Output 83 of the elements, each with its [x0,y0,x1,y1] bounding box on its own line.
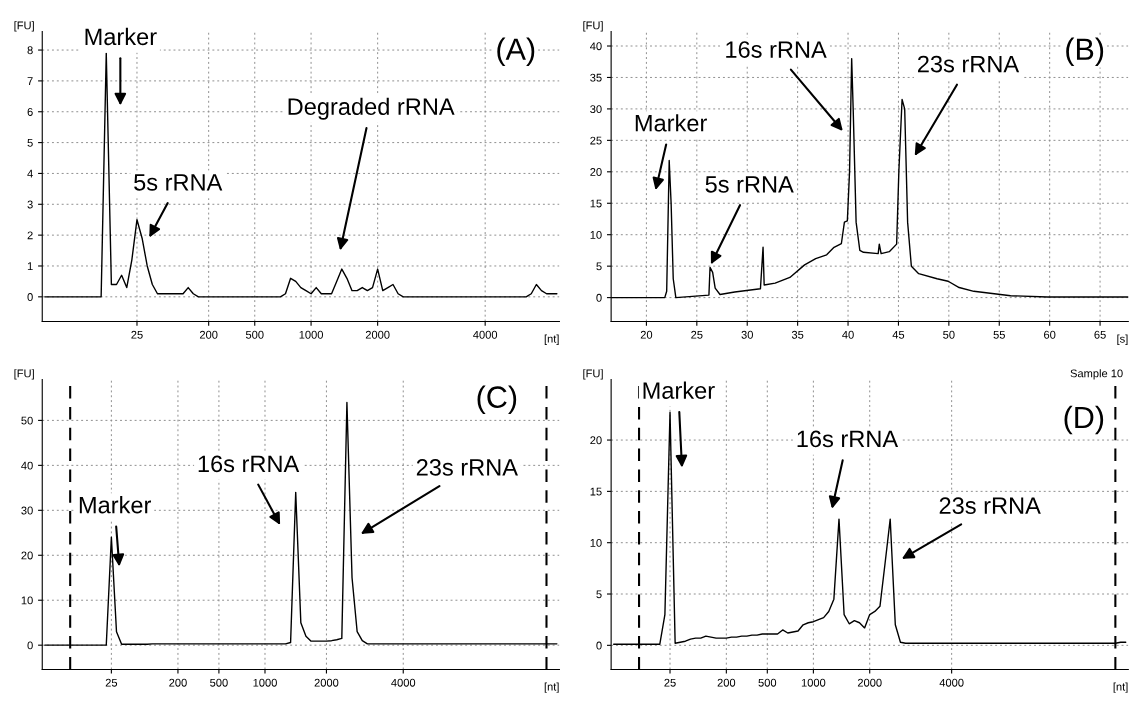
y-tick-label: 15 [590,487,602,496]
x-tick-label: 45 [892,330,905,339]
y-tick-label: 0 [596,293,602,302]
annotation: 16s rRNA [198,455,300,473]
x-tick-label: 65 [1094,330,1106,339]
annotation: Marker [79,496,151,514]
x-axis-title: [nt] [1113,682,1128,693]
x-tick-label: 1000 [299,330,323,339]
annotation: Marker [643,381,715,399]
y-tick-label: 5 [596,590,602,599]
annotation: (C) [477,385,517,415]
annotation: 5s rRNA [705,176,794,193]
y-tick-label: 10 [21,596,33,605]
y-tick-label: 30 [21,506,33,515]
y-tick-label: 8 [27,46,33,55]
y-tick-label: 5 [596,262,602,271]
annotation: Degraded rRNA [288,97,455,120]
y-tick-label: 20 [21,551,33,560]
x-tick-label: 55 [993,330,1005,339]
y-tick-label: 2 [27,231,33,240]
annotation: 23s rRNA [917,55,1020,73]
x-tick-label: 500 [210,678,228,687]
annotation: Marker [635,114,707,132]
y-axis-title: [FU] [583,369,603,380]
x-tick-label: 60 [1044,330,1056,339]
y-tick-label: 15 [590,199,602,208]
x-tick-label: 4000 [473,330,498,339]
x-axis-title: [nt] [544,334,559,345]
y-axis-title: [FU] [14,369,34,380]
y-tick-label: 40 [21,461,33,470]
y-tick-label: 6 [27,108,33,116]
x-axis-title: [s] [1117,334,1128,345]
y-tick-label: 7 [27,77,33,85]
y-tick-label: 3 [27,200,33,209]
x-tick-label: 500 [245,330,264,339]
x-tick-label: 25 [664,678,676,687]
x-tick-label: 25 [131,330,143,339]
x-tick-label: 2000 [365,330,390,339]
x-tick-label: 4000 [939,678,964,687]
y-tick-label: 40 [590,42,602,51]
annotation: (D) [1064,405,1104,435]
y-tick-label: 30 [590,105,602,114]
x-tick-label: 500 [758,678,777,687]
x-tick-label: 200 [199,330,218,339]
annotation: Sample 10 [1070,369,1123,380]
annotation: 16s rRNA [797,430,899,448]
y-tick-label: 4 [27,169,33,178]
x-tick-label: 4000 [391,678,416,687]
x-tick-label: 1000 [253,678,277,687]
annotation: 23s rRNA [939,497,1041,514]
y-tick-label: 0 [27,293,33,301]
annotation: 23s rRNA [416,459,518,476]
annotation: 5s rRNA [134,174,223,191]
y-tick-label: 10 [590,230,602,239]
y-tick-label: 10 [590,538,602,547]
x-tick-label: 40 [842,330,854,339]
y-tick-label: 20 [590,436,602,445]
x-tick-label: 2000 [857,678,882,687]
x-tick-label: 30 [741,330,753,339]
x-tick-label: 1000 [801,678,826,687]
x-tick-label: 2000 [314,678,339,687]
x-tick-label: 50 [943,330,955,339]
x-tick-label: 25 [691,330,703,339]
x-axis-title: [nt] [544,682,559,693]
y-axis-title: [FU] [14,21,34,32]
y-tick-label: 35 [590,73,602,82]
x-tick-label: 200 [169,678,187,687]
y-axis-title: [FU] [583,21,603,32]
y-tick-label: 20 [590,168,602,176]
y-tick-label: 1 [27,262,33,271]
annotation: 16s rRNA [726,41,827,58]
y-tick-label: 25 [590,136,602,145]
y-tick-label: 5 [27,138,33,147]
y-tick-label: 0 [27,641,33,650]
x-tick-label: 200 [717,678,736,687]
y-tick-label: 0 [596,641,602,650]
x-tick-label: 25 [105,678,118,687]
y-tick-label: 50 [21,416,33,425]
x-tick-label: 35 [791,330,804,339]
annotation: Marker [85,27,157,46]
x-tick-label: 20 [640,330,653,339]
annotation: (B) [1066,37,1104,67]
annotation: (A) [497,37,535,67]
